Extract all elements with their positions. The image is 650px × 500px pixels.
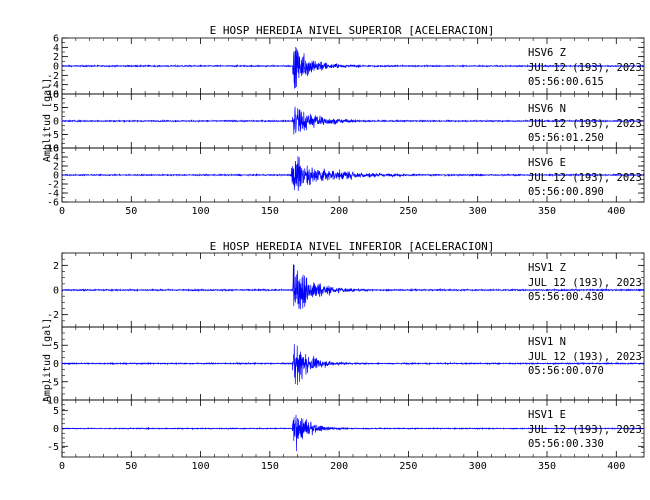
y-tick-label: 5 (53, 103, 59, 114)
x-tick-label: 150 (261, 461, 279, 472)
trace-date-label: JUL 12 (193), 2023 (528, 424, 642, 436)
x-tick-label: 350 (538, 206, 556, 217)
x-tick-label: 350 (538, 461, 556, 472)
waveform-trace (61, 47, 645, 89)
y-tick-label: -4 (47, 189, 59, 200)
x-tick-label: 50 (125, 206, 137, 217)
x-tick-label: 50 (125, 461, 137, 472)
x-tick-label: 250 (399, 461, 417, 472)
y-tick-label: 5 (53, 341, 59, 352)
y-tick-label: 0 (53, 171, 59, 182)
trace-station-label: HSV6 Z (528, 47, 566, 59)
x-tick-label: 150 (261, 206, 279, 217)
trace-time-label: 05:56:00.430 (528, 291, 604, 303)
x-tick-label: 0 (59, 206, 65, 217)
y-tick-label: 0 (53, 359, 59, 370)
trace-time-label: 05:56:00.070 (528, 365, 604, 377)
y-tick-label: 6 (53, 144, 59, 155)
y-tick-label: 0 (53, 286, 59, 297)
trace-date-label: JUL 12 (193), 2023 (528, 62, 642, 74)
trace-station-label: HSV1 E (528, 409, 566, 421)
trace-time-label: 05:56:00.890 (528, 186, 604, 198)
traces-group: 2 0 -2 HSV1 Z JUL 12 (193), 2023 05:56:00.430… (41, 252, 645, 472)
x-tick-label: 0 (59, 461, 65, 472)
y-axis-label: Amplitud [gal] (42, 318, 53, 402)
y-tick-label: -10 (41, 396, 59, 407)
y-tick-label: 10 (47, 90, 59, 101)
y-tick-label: 0 (53, 62, 59, 73)
y-tick-label: 2 (53, 162, 59, 173)
trace-station-label: HSV1 N (528, 336, 566, 348)
y-tick-label: -4 (47, 80, 59, 91)
y-tick-label: -5 (47, 442, 59, 453)
y-tick-label: 0 (53, 424, 59, 435)
trace-date-label: JUL 12 (193), 2023 (528, 351, 642, 363)
y-tick-label: 2 (53, 52, 59, 63)
x-tick-label: 200 (330, 461, 348, 472)
x-tick-label: 100 (192, 206, 210, 217)
trace-time-label: 05:56:00.330 (528, 438, 604, 450)
panel-superior: E HOSP HEREDIA NIVEL SUPERIOR [ACELERACI… (41, 24, 645, 217)
y-tick-label: 4 (53, 43, 59, 54)
trace-date-label: JUL 12 (193), 2023 (528, 277, 642, 289)
y-axis-label: Amplitud [gal] (42, 78, 53, 162)
x-tick-label: 300 (469, 206, 487, 217)
y-tick-label: -2 (47, 71, 59, 82)
x-tick-label: 100 (192, 461, 210, 472)
trace-time-label: 05:56:01.250 (528, 132, 604, 144)
y-tick-label: 0 (53, 117, 59, 128)
trace-station-label: HSV6 N (528, 103, 566, 115)
trace-time-label: 05:56:00.615 (528, 76, 604, 88)
y-tick-label: -2 (47, 180, 59, 191)
trace-date-label: JUL 12 (193), 2023 (528, 118, 642, 130)
waveform-trace (61, 156, 645, 191)
waveform-trace (61, 344, 645, 386)
x-tick-label: 200 (330, 206, 348, 217)
x-tick-label: 400 (607, 461, 625, 472)
y-tick-label: -5 (47, 130, 59, 141)
y-tick-label: 4 (53, 153, 59, 164)
panel-title: E HOSP HEREDIA NIVEL INFERIOR [ACELERACI… (210, 240, 495, 253)
waveform-trace (61, 106, 645, 135)
waveform-trace (61, 414, 645, 452)
panel-inferior: E HOSP HEREDIA NIVEL INFERIOR [ACELERACI… (41, 240, 645, 472)
y-tick-label: -6 (47, 198, 59, 209)
trace-station-label: HSV1 Z (528, 262, 566, 274)
trace-station-label: HSV6 E (528, 157, 566, 169)
x-tick-label: 250 (399, 206, 417, 217)
y-tick-label: -5 (47, 377, 59, 388)
panel-title: E HOSP HEREDIA NIVEL SUPERIOR [ACELERACI… (210, 24, 495, 37)
waveform-trace (61, 264, 645, 310)
x-tick-label: 400 (607, 206, 625, 217)
y-tick-label: -2 (47, 310, 59, 321)
y-tick-label: 5 (53, 406, 59, 417)
y-tick-label: -6 (47, 90, 59, 101)
y-tick-label: 2 (53, 261, 59, 272)
y-tick-label: 6 (53, 34, 59, 45)
x-tick-label: 300 (469, 461, 487, 472)
trace-date-label: JUL 12 (193), 2023 (528, 172, 642, 184)
y-tick-label: -10 (41, 144, 59, 155)
